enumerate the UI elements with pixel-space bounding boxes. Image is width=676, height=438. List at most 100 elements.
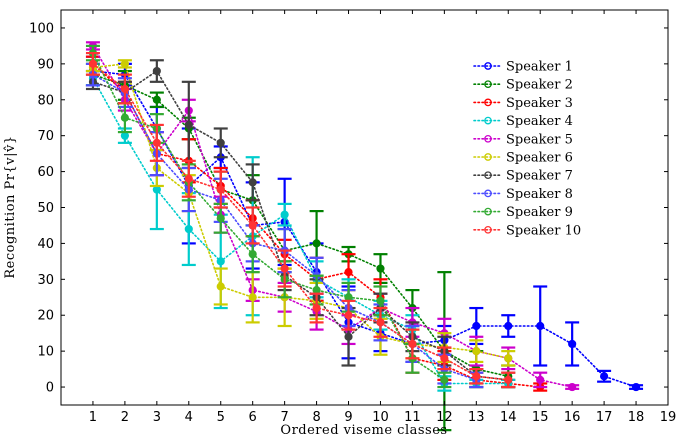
legend-marker: [484, 207, 492, 216]
legend-label: Speaker 3: [506, 96, 573, 111]
data-point: [376, 264, 385, 273]
plot-background: [61, 10, 668, 405]
legend-label: Speaker 6: [506, 151, 573, 166]
x-tick-label: 10: [372, 410, 389, 425]
axes-layer: 1 2 3 4 5 6 7 8 9 10 11 12 13 14 15 16 17 18 1901020304050…: [29, 10, 676, 425]
series-line: [92, 45, 574, 388]
legend-item-9: Speaker 9: [473, 205, 573, 220]
data-point: [120, 84, 129, 94]
data-point: [120, 113, 129, 122]
legend-label: Speaker 2: [506, 78, 573, 93]
legend-item-4: Speaker 4: [473, 114, 573, 129]
legend-marker: [484, 153, 492, 161]
x-tick-label: 12: [436, 410, 453, 425]
data-point: [504, 321, 513, 331]
data-point: [120, 59, 129, 68]
data-point: [88, 59, 98, 68]
data-point: [248, 293, 257, 302]
y-tick-label: 50: [37, 201, 54, 216]
series-line: [92, 70, 637, 388]
x-tick-label: 5: [217, 410, 225, 425]
series-line: [92, 69, 510, 381]
legend-label: Speaker 5: [506, 132, 573, 147]
data-point: [408, 339, 417, 349]
legend-label: Speaker 10: [506, 223, 581, 238]
data-point: [216, 282, 225, 291]
y-tick-label: 30: [37, 273, 54, 288]
data-point: [216, 214, 225, 223]
legend-label: Speaker 7: [506, 169, 573, 184]
data-point: [440, 375, 449, 384]
x-tick-label: 4: [185, 410, 193, 425]
legend-item-3: Speaker 3: [473, 96, 573, 111]
legend-marker: [484, 134, 492, 143]
data-point: [216, 185, 225, 194]
data-point: [216, 138, 225, 147]
data-point: [280, 210, 289, 219]
data-point: [440, 354, 449, 363]
data-point: [472, 321, 481, 331]
y-tick-label: 60: [37, 165, 54, 180]
data-point: [472, 372, 481, 381]
legend-label: Speaker 4: [506, 114, 573, 129]
data-point: [344, 332, 353, 341]
x-axis-label: Ordered viseme classes: [280, 423, 447, 438]
legend-marker: [484, 80, 492, 89]
data-point: [472, 347, 481, 356]
data-point: [344, 311, 353, 320]
legend-marker: [484, 98, 492, 107]
data-point: [280, 264, 289, 273]
data-point: [600, 372, 609, 381]
y-tick-label: 90: [37, 57, 54, 72]
x-tick-label: 3: [153, 410, 161, 425]
data-point: [248, 178, 257, 187]
legend-label: Speaker 8: [506, 187, 573, 202]
series-10: [85, 51, 516, 389]
y-tick-label: 20: [37, 309, 54, 324]
legend-item-8: Speaker 8: [473, 187, 573, 202]
legend-marker: [484, 116, 492, 125]
legend: Speaker 1 Speaker 2 Speaker 3 Speaker 4 Spea…: [473, 60, 581, 238]
data-point: [248, 250, 257, 259]
data-point: [568, 339, 577, 349]
legend-item-5: Speaker 5: [473, 132, 573, 147]
data-point: [376, 318, 385, 327]
y-tick-label: 0: [46, 381, 54, 396]
x-tick-label: 15: [532, 410, 549, 425]
x-tick-label: 11: [404, 410, 421, 425]
legend-marker: [484, 189, 492, 198]
x-tick-label: 14: [500, 410, 517, 425]
data-point: [184, 120, 193, 130]
y-tick-label: 70: [37, 129, 54, 144]
y-tick-label: 100: [29, 21, 54, 36]
series-line: [92, 63, 510, 381]
legend-marker: [484, 171, 492, 180]
legend-item-6: Speaker 6: [473, 151, 573, 166]
data-point: [568, 382, 577, 392]
x-tick-label: 16: [564, 410, 581, 425]
data-point: [312, 239, 321, 248]
legend-label: Speaker 9: [506, 205, 573, 220]
x-tick-label: 6: [249, 410, 257, 425]
legend-item-2: Speaker 2: [473, 78, 573, 93]
series-line: [92, 52, 446, 381]
data-point: [631, 382, 641, 392]
x-tick-label: 9: [344, 410, 352, 425]
y-tick-label: 10: [37, 345, 54, 360]
x-tick-label: 2: [121, 410, 129, 425]
data-point: [152, 66, 161, 76]
y-tick-label: 80: [37, 93, 54, 108]
data-point: [184, 224, 193, 234]
series-layer: [85, 41, 644, 432]
y-tick-label: 40: [37, 237, 54, 252]
data-point: [152, 95, 161, 104]
x-tick-label: 17: [596, 410, 613, 425]
data-point: [152, 138, 161, 147]
data-point: [312, 303, 321, 313]
series-line: [92, 77, 510, 385]
x-tick-label: 8: [312, 410, 320, 425]
legend-label: Speaker 1: [506, 60, 573, 75]
data-point: [504, 375, 513, 384]
data-point: [536, 321, 545, 331]
